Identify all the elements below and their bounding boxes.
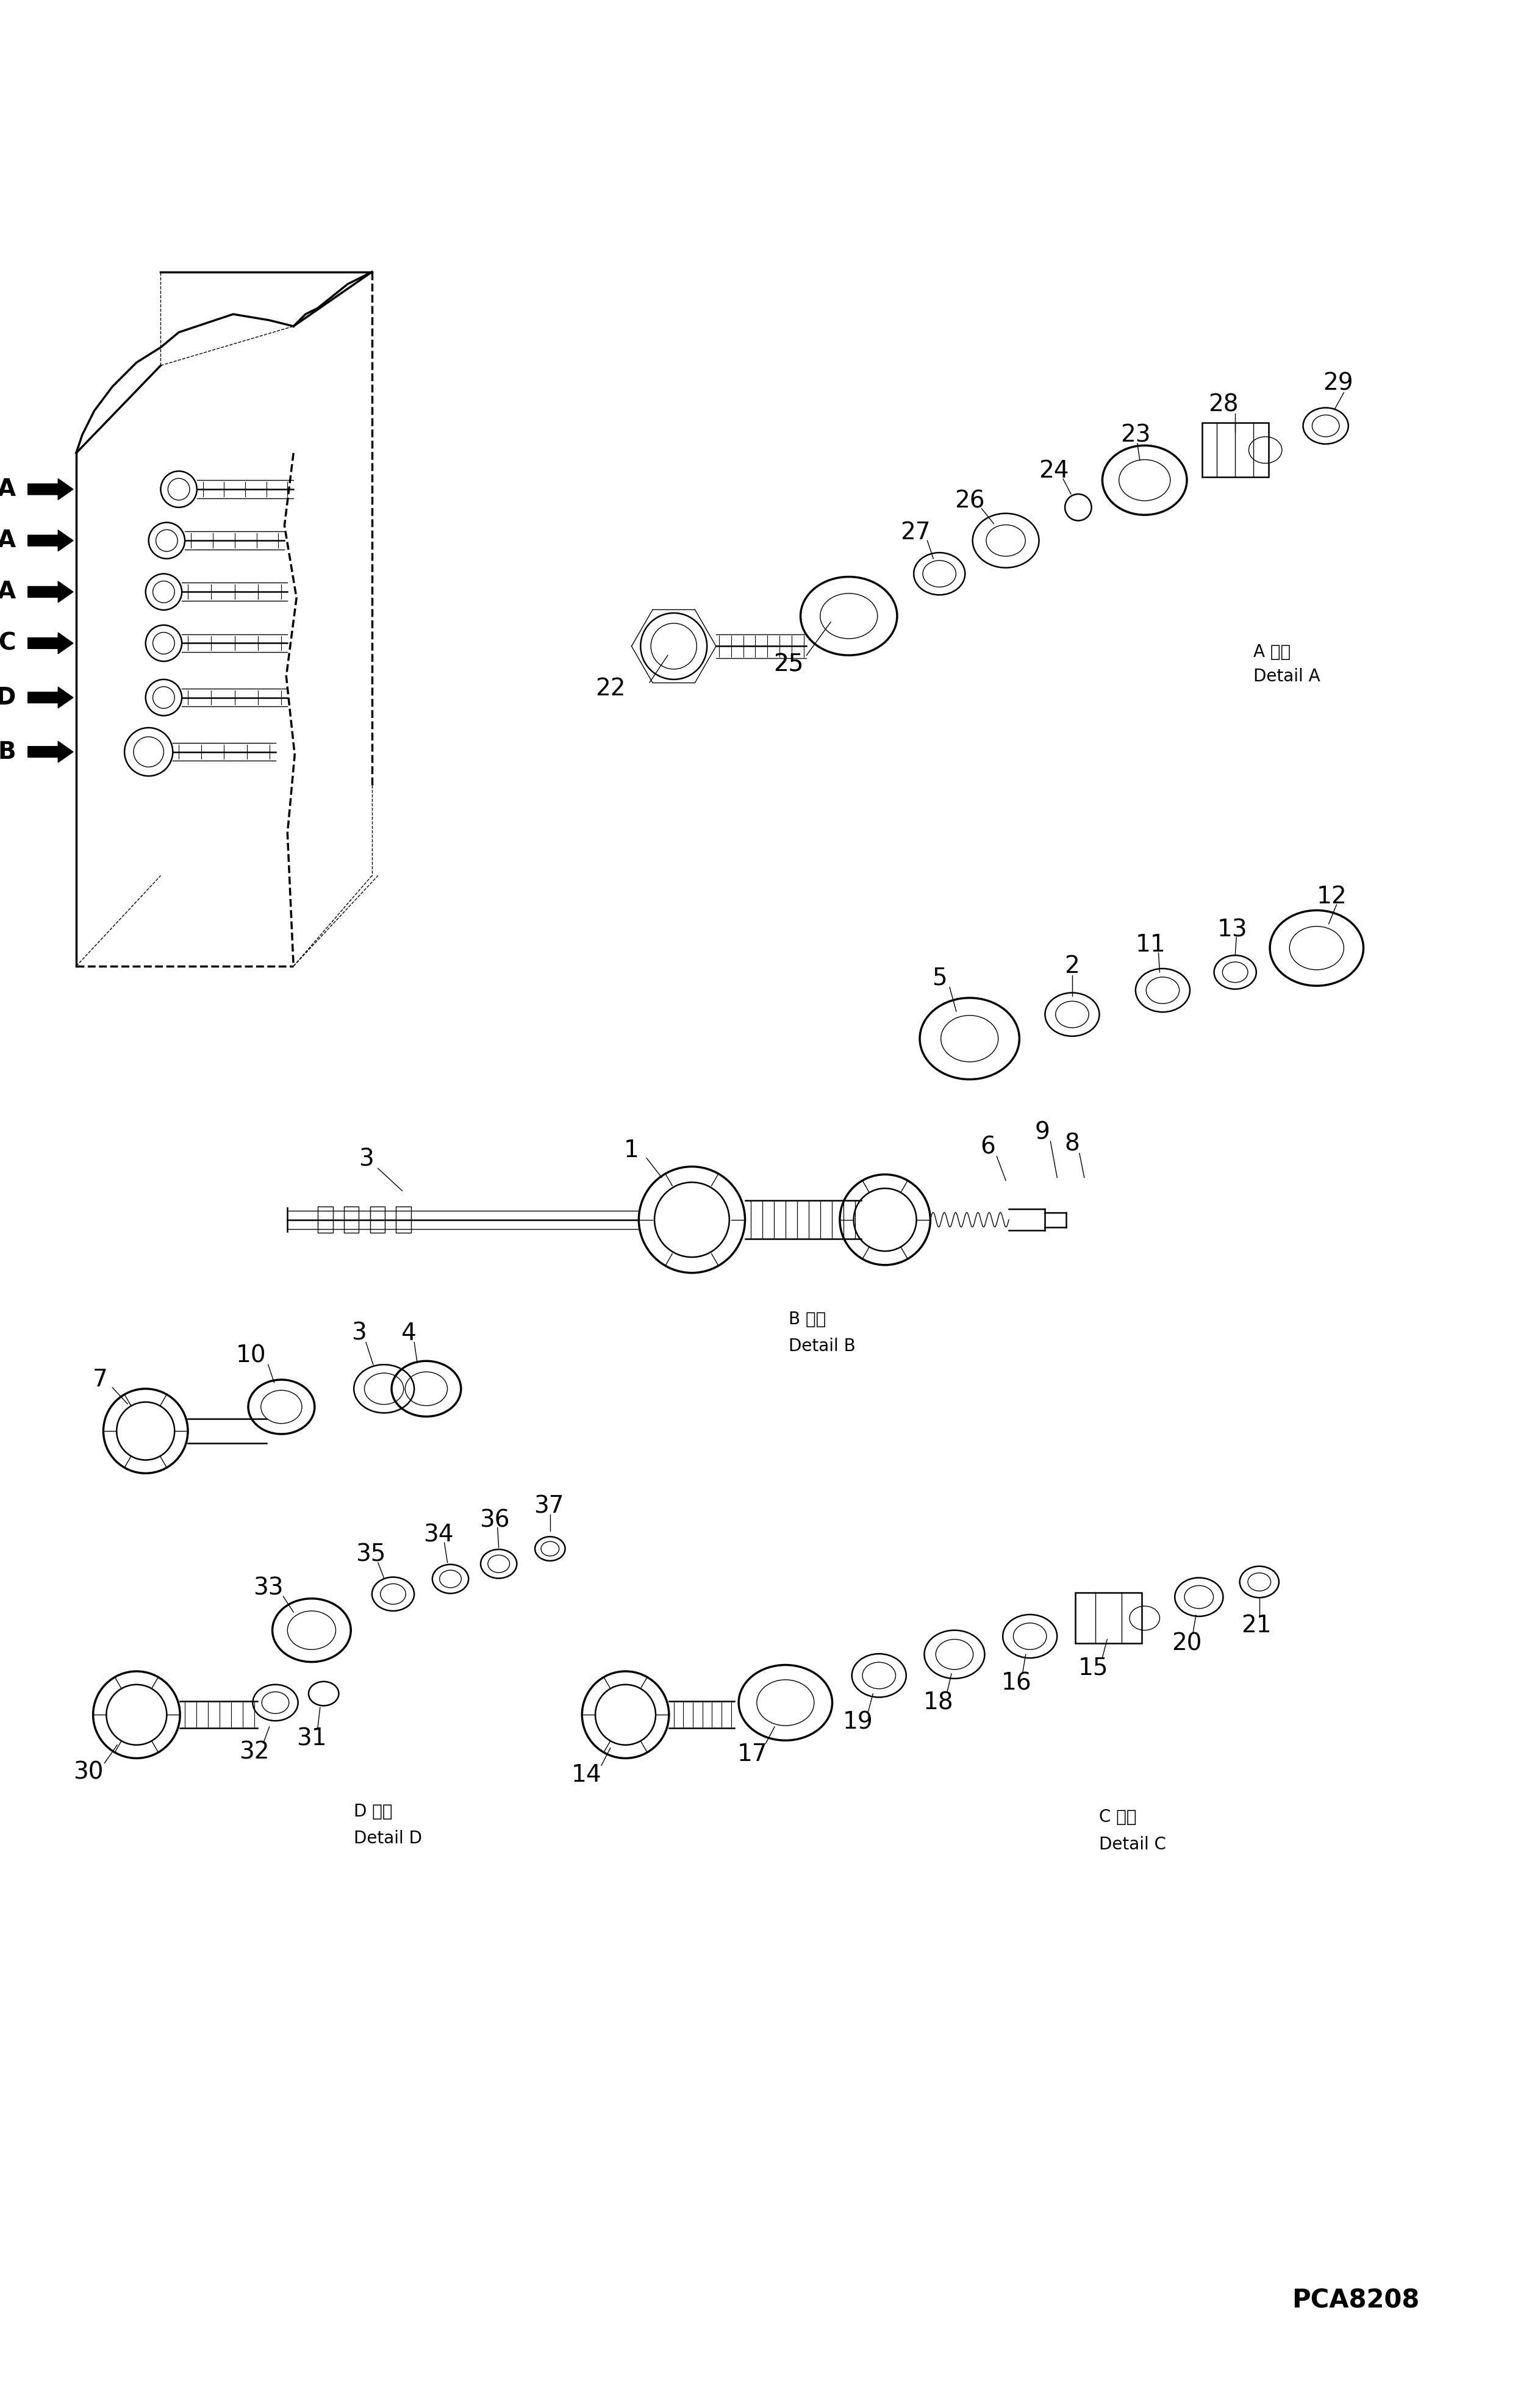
Text: 20: 20 — [1172, 1631, 1201, 1655]
Text: 3: 3 — [359, 1147, 374, 1171]
Text: D 詳細: D 詳細 — [354, 1802, 393, 1821]
Text: C 詳細: C 詳細 — [1100, 1809, 1137, 1826]
Text: A: A — [0, 581, 15, 605]
Bar — [396, 1207, 411, 1233]
Text: 3: 3 — [351, 1322, 367, 1346]
Text: 25: 25 — [773, 653, 804, 677]
Text: 25: 25 — [773, 653, 804, 677]
Text: A: A — [0, 477, 15, 501]
FancyArrow shape — [28, 581, 74, 602]
Bar — [1201, 422, 1269, 477]
FancyArrow shape — [28, 741, 74, 763]
Bar — [370, 1207, 385, 1233]
Text: 37: 37 — [534, 1495, 564, 1519]
FancyArrow shape — [28, 480, 74, 499]
Text: 26: 26 — [955, 489, 984, 513]
Text: 23: 23 — [1121, 422, 1150, 446]
Text: Detail B: Detail B — [788, 1339, 855, 1355]
Text: 5: 5 — [932, 967, 947, 991]
Text: 35: 35 — [356, 1543, 387, 1567]
Text: 8: 8 — [1064, 1132, 1080, 1156]
Bar — [317, 1207, 333, 1233]
Text: 7: 7 — [92, 1367, 108, 1391]
Text: 33: 33 — [253, 1576, 283, 1600]
Text: Detail D: Detail D — [354, 1830, 422, 1847]
Text: 18: 18 — [922, 1691, 953, 1715]
Text: 15: 15 — [1078, 1655, 1109, 1679]
Text: Detail C: Detail C — [1100, 1835, 1166, 1852]
Text: 14: 14 — [571, 1763, 602, 1787]
Text: 2: 2 — [1064, 955, 1080, 979]
Text: D: D — [0, 686, 15, 710]
Text: C: C — [0, 631, 15, 655]
Text: 1: 1 — [624, 1140, 639, 1161]
Text: 34: 34 — [424, 1523, 453, 1547]
FancyArrow shape — [28, 530, 74, 552]
Text: 11: 11 — [1135, 933, 1166, 957]
Text: 32: 32 — [239, 1742, 270, 1763]
Text: 13: 13 — [1217, 919, 1247, 940]
Bar — [343, 1207, 359, 1233]
FancyArrow shape — [28, 633, 74, 655]
Text: 22: 22 — [596, 677, 625, 701]
Text: 16: 16 — [1001, 1672, 1032, 1696]
Text: 6: 6 — [979, 1135, 995, 1159]
Text: PCA8208: PCA8208 — [1292, 2289, 1420, 2313]
Text: 17: 17 — [738, 1742, 767, 1766]
Bar — [1075, 1593, 1141, 1643]
Text: 9: 9 — [1035, 1120, 1050, 1144]
Text: 31: 31 — [297, 1727, 326, 1751]
Text: B: B — [0, 741, 15, 763]
Text: Detail A: Detail A — [1254, 667, 1320, 686]
Text: 27: 27 — [899, 521, 930, 545]
Text: 21: 21 — [1241, 1615, 1272, 1636]
FancyArrow shape — [28, 686, 74, 708]
Text: 30: 30 — [74, 1761, 103, 1785]
Text: B 詳細: B 詳細 — [788, 1310, 825, 1329]
Text: 19: 19 — [842, 1710, 873, 1734]
Text: 29: 29 — [1323, 372, 1354, 396]
Text: 10: 10 — [236, 1343, 266, 1367]
Text: A: A — [0, 528, 15, 552]
Text: 24: 24 — [1040, 461, 1069, 482]
Text: 4: 4 — [400, 1322, 416, 1346]
Text: 12: 12 — [1317, 885, 1348, 909]
Text: 36: 36 — [479, 1509, 510, 1533]
Text: A 詳細: A 詳細 — [1254, 643, 1291, 660]
Text: 28: 28 — [1207, 393, 1238, 417]
